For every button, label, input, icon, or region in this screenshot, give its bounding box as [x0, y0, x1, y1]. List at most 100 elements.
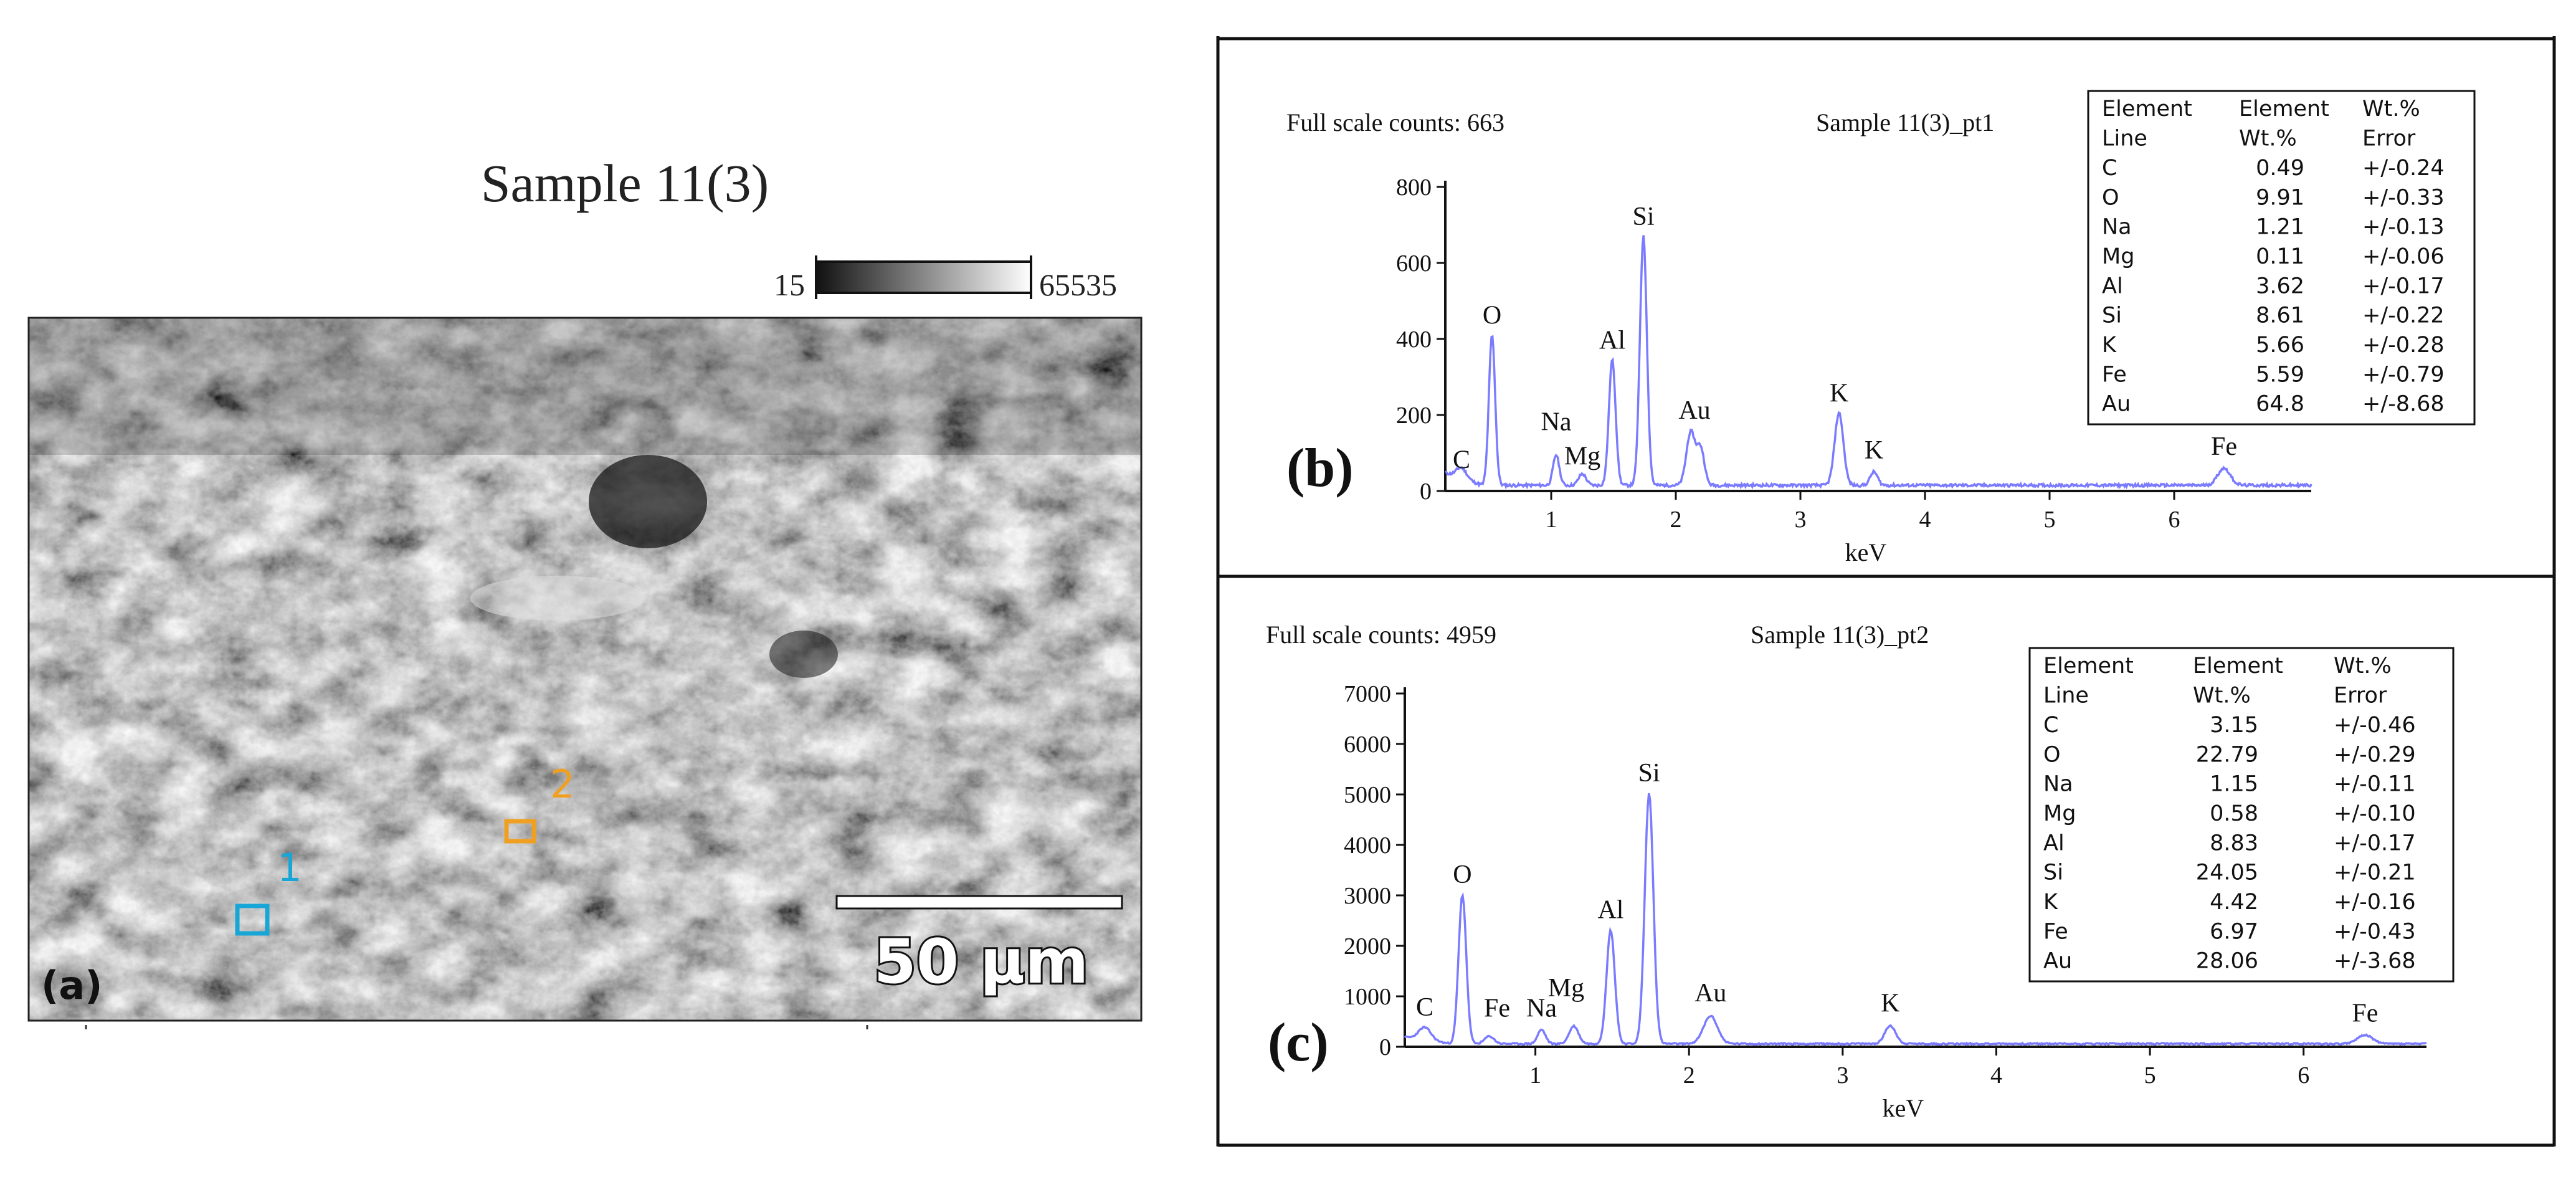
colorbar-min-label: 15 [774, 267, 805, 302]
table-header: Line [2102, 126, 2147, 151]
table-cell-error: +/-0.28 [2362, 333, 2445, 358]
colorbar-gradient [815, 260, 1032, 294]
spectrum-line [1404, 793, 2427, 1047]
sem-title: Sample 11(3) [481, 153, 769, 213]
peak-label: Mg [1564, 442, 1600, 470]
marker-2: 2 [504, 761, 575, 844]
spectrum-line [1445, 235, 2312, 490]
peak-label: Au [1678, 396, 1710, 425]
table-cell-wt: 24.05 [2196, 860, 2258, 885]
table-header: Element [2043, 654, 2134, 679]
table-cell-wt: 0.49 [2256, 156, 2304, 181]
table-header: Element [2239, 97, 2329, 122]
sem-panel: Sample 11(3) 15 65535 1 [27, 153, 1143, 1029]
spectrum-title: Sample 11(3)_pt2 [1751, 621, 1929, 649]
table-cell-error: +/-0.17 [2362, 274, 2445, 298]
table-cell-error: +/-0.16 [2334, 890, 2416, 915]
table-cell-wt: 1.15 [2210, 772, 2258, 797]
table-cell-wt: 28.06 [2196, 949, 2258, 974]
peak-label: O [1483, 302, 1501, 330]
x-tick-label: 5 [2144, 1062, 2156, 1089]
table-cell-error: +/-0.46 [2334, 713, 2416, 738]
full-scale-counts: Full scale counts: 663 [1286, 108, 1504, 136]
y-tick-label: 6000 [1344, 732, 1391, 758]
composition-table: Element Line Element Wt.% Wt.% Error C 3.15 +/-0… [2028, 647, 2455, 983]
dark-pore [589, 455, 707, 548]
peak-label: C [1453, 446, 1470, 474]
table-cell-element: Al [2102, 274, 2123, 298]
x-tick-label: 5 [2044, 507, 2056, 533]
peak-label: Fe [2211, 432, 2237, 461]
table-cell-wt: 8.83 [2210, 831, 2258, 856]
y-tick-label: 800 [1396, 174, 1432, 201]
table-cell-wt: 8.61 [2256, 303, 2304, 328]
y-tick-label: 2000 [1344, 933, 1391, 960]
spectrum-panel-b: Full scale counts: 663 Sample 11(3)_pt1 0 2… [1286, 90, 2476, 566]
table-cell-element: Si [2102, 303, 2122, 328]
table-cell-error: +/-0.17 [2334, 831, 2416, 856]
table-cell-error: +/-0.29 [2334, 742, 2416, 767]
table-cell-error: +/-0.43 [2334, 919, 2416, 944]
table-header: Element [2193, 654, 2283, 679]
scale-bar: 50 µm [835, 895, 1123, 999]
table-cell-wt: 5.66 [2256, 333, 2304, 358]
table-cell-wt: 0.58 [2210, 801, 2258, 826]
table-cell-element: K [2102, 333, 2117, 358]
table-cell-wt: 0.11 [2256, 244, 2304, 269]
table-header: Error [2334, 684, 2387, 708]
x-tick-label: 1 [1546, 507, 1557, 533]
y-tick-label: 4000 [1344, 832, 1391, 859]
table-header: Wt.% [2334, 654, 2392, 679]
table-cell-wt: 3.62 [2256, 274, 2304, 298]
table-cell-error: +/-0.10 [2334, 801, 2416, 826]
peak-label: Au [1694, 979, 1726, 1008]
y-tick-label: 3000 [1344, 883, 1391, 909]
x-tick-label: 4 [1919, 507, 1931, 533]
table-cell-wt: 5.59 [2256, 362, 2304, 387]
table-cell-wt: 22.79 [2196, 742, 2258, 767]
marker-1-label: 1 [277, 845, 302, 890]
table-cell-element: Al [2043, 831, 2065, 856]
table-header: Wt.% [2193, 684, 2251, 708]
table-header: Error [2362, 126, 2416, 151]
table-header: Element [2102, 97, 2192, 122]
panel-label: (b) [1286, 438, 1354, 498]
peak-label: Al [1599, 326, 1625, 355]
table-cell-element: O [2043, 742, 2061, 767]
table-cell-error: +/-0.11 [2334, 772, 2416, 797]
x-axis-label: keV [1883, 1094, 1924, 1122]
x-tick-label: 6 [2169, 507, 2180, 533]
table-cell-element: Fe [2102, 362, 2127, 387]
sem-micrograph: 1 2 50 µm (a) [27, 317, 1143, 1022]
table-cell-error: +/-0.21 [2334, 860, 2416, 885]
peak-label: K [1830, 379, 1848, 408]
x-tick-label: 3 [1795, 507, 1807, 533]
marker-2-label: 2 [550, 761, 574, 807]
y-tick-label: 200 [1396, 403, 1432, 429]
table-cell-wt: 9.91 [2256, 185, 2304, 210]
colorbar-max-label: 65535 [1039, 267, 1117, 302]
y-tick-label: 1000 [1344, 984, 1391, 1010]
peak-label: K [1865, 436, 1883, 465]
x-tick-label: 6 [2298, 1062, 2309, 1089]
table-cell-element: Au [2043, 949, 2072, 974]
upper-darker-band [29, 318, 1141, 455]
table-cell-error: +/-8.68 [2362, 392, 2445, 417]
peak-label: Si [1632, 203, 1654, 231]
y-tick-label: 400 [1396, 326, 1432, 353]
table-cell-wt: 3.15 [2210, 713, 2258, 738]
table-cell-element: C [2102, 156, 2117, 181]
y-tick-label: 0 [1420, 479, 1432, 505]
scale-bar-label: 50 µm [874, 927, 1089, 998]
peak-label: Fe [2352, 999, 2378, 1028]
table-cell-error: +/-0.22 [2362, 303, 2445, 328]
marker-1: 1 [235, 845, 302, 936]
x-tick-label: 3 [1837, 1062, 1848, 1089]
spectra-frame [1216, 36, 2556, 1147]
y-tick-label: 7000 [1344, 681, 1391, 707]
table-cell-wt: 6.97 [2210, 919, 2258, 944]
table-cell-error: +/-0.06 [2362, 244, 2445, 269]
table-border [2028, 647, 2455, 983]
x-tick-label: 4 [1990, 1062, 2002, 1089]
